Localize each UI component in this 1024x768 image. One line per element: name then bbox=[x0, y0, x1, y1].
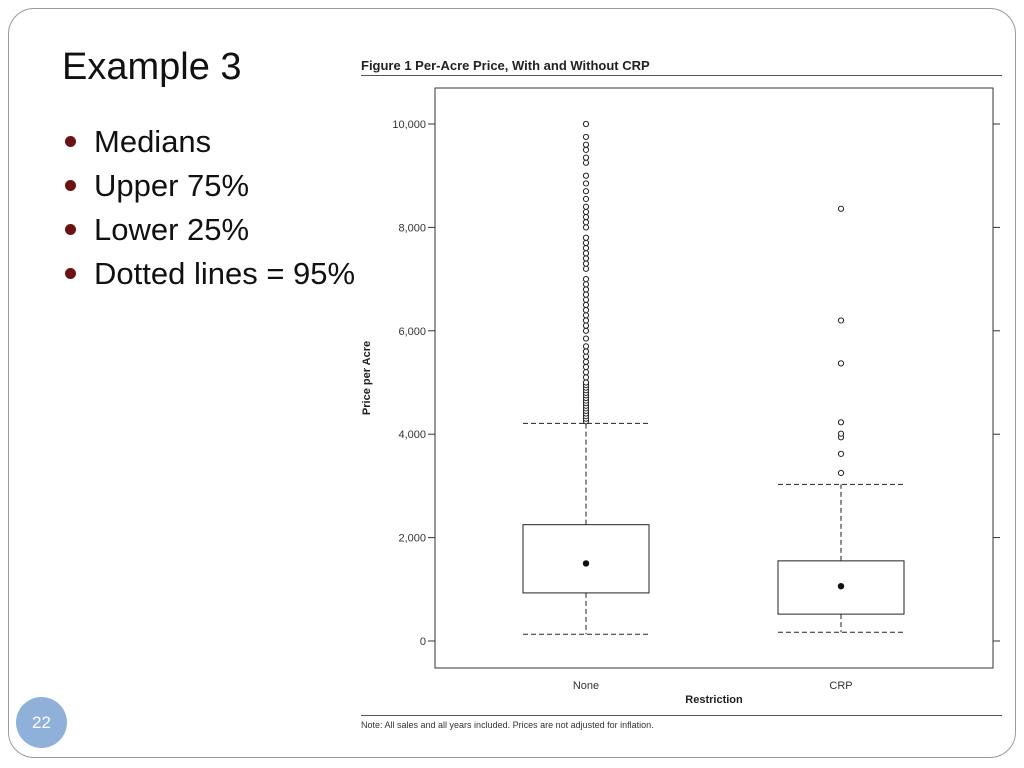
outlier-point bbox=[582, 307, 590, 314]
median-point bbox=[837, 582, 845, 590]
outlier-point bbox=[582, 312, 590, 319]
figure-top-rule bbox=[361, 75, 1002, 76]
outlier-point bbox=[582, 195, 590, 203]
outlier-point bbox=[582, 219, 590, 226]
y-tick-label: 0 bbox=[420, 636, 426, 648]
bullet-item: Lower 25% bbox=[64, 208, 355, 252]
bullet-item: Medians bbox=[64, 120, 355, 164]
bullet-dot-icon bbox=[65, 268, 76, 279]
outlier-point bbox=[582, 281, 590, 288]
slide-title: Example 3 bbox=[62, 46, 242, 88]
outlier-point bbox=[582, 317, 590, 324]
outlier-point bbox=[582, 250, 590, 257]
y-axis-label: Price per Acre bbox=[361, 341, 373, 415]
outlier-point bbox=[582, 159, 590, 166]
outlier-point bbox=[582, 255, 590, 262]
outlier-point bbox=[582, 224, 590, 231]
x-tick-label: None bbox=[573, 680, 599, 692]
outlier-point bbox=[837, 205, 845, 212]
outlier-point bbox=[582, 374, 590, 381]
median-point bbox=[582, 560, 590, 567]
bullet-text: Upper 75% bbox=[94, 168, 250, 203]
outlier-point bbox=[582, 369, 590, 376]
outlier-point bbox=[582, 188, 590, 195]
x-tick-label: CRP bbox=[829, 680, 852, 692]
figure-title: Figure 1 Per-Acre Price, With and Withou… bbox=[361, 58, 650, 73]
outlier-point bbox=[582, 343, 590, 350]
outlier-point bbox=[582, 286, 590, 293]
outlier-point bbox=[582, 146, 590, 153]
outlier-point bbox=[582, 120, 590, 128]
outlier-point bbox=[582, 203, 590, 210]
bullet-item: Upper 75% bbox=[64, 164, 355, 208]
outlier-point bbox=[582, 172, 590, 179]
outlier-point bbox=[582, 234, 590, 241]
outlier-point bbox=[582, 335, 590, 342]
outlier-point bbox=[582, 296, 590, 303]
y-tick-label: 10,000 bbox=[392, 119, 426, 131]
figure-note: Note: All sales and all years included. … bbox=[361, 720, 654, 730]
bullet-list: Medians Upper 75% Lower 25% Dotted lines… bbox=[64, 120, 355, 296]
bullet-dot-icon bbox=[65, 136, 76, 147]
outlier-point bbox=[582, 379, 590, 386]
iqr-box bbox=[522, 524, 650, 594]
outlier-point bbox=[582, 291, 590, 298]
outlier-point bbox=[582, 353, 590, 360]
page-number-badge: 22 bbox=[16, 697, 67, 748]
bullet-text: Medians bbox=[94, 124, 212, 159]
figure-bottom-rule bbox=[361, 715, 1002, 716]
y-tick-label: 6,000 bbox=[398, 326, 426, 338]
x-axis-label: Restriction bbox=[685, 694, 743, 706]
outlier-point bbox=[582, 301, 590, 309]
outlier-point bbox=[582, 322, 590, 329]
plot-area-frame bbox=[434, 87, 994, 669]
outlier-point bbox=[582, 348, 590, 355]
outlier-point bbox=[837, 317, 845, 324]
outlier-point bbox=[837, 360, 845, 367]
outlier-point bbox=[582, 260, 590, 267]
outlier-point bbox=[837, 450, 845, 457]
outlier-point bbox=[582, 327, 590, 334]
y-tick-label: 8,000 bbox=[398, 222, 426, 234]
outlier-point bbox=[837, 469, 845, 477]
slide-frame bbox=[8, 8, 1016, 758]
bullet-dot-icon bbox=[65, 180, 76, 191]
outlier-point bbox=[582, 244, 590, 252]
outlier-point bbox=[582, 154, 590, 161]
outlier-point bbox=[582, 265, 590, 272]
bullet-text: Dotted lines = 95% bbox=[94, 256, 356, 291]
outlier-point bbox=[582, 363, 590, 371]
outlier-point bbox=[582, 133, 590, 141]
bullet-text: Lower 25% bbox=[94, 212, 250, 247]
outlier-point bbox=[582, 239, 590, 247]
outlier-point bbox=[582, 213, 590, 221]
outlier-point bbox=[837, 419, 845, 426]
outlier-point bbox=[582, 276, 590, 283]
bullet-dot-icon bbox=[65, 224, 76, 235]
y-tick-label: 2,000 bbox=[398, 533, 426, 545]
outlier-point bbox=[582, 180, 590, 187]
outlier-point bbox=[582, 141, 590, 148]
y-tick-label: 4,000 bbox=[398, 429, 426, 441]
outlier-point bbox=[582, 358, 590, 365]
outlier-point bbox=[582, 208, 590, 215]
outlier-point bbox=[837, 430, 845, 437]
bullet-item: Dotted lines = 95% bbox=[64, 252, 355, 296]
